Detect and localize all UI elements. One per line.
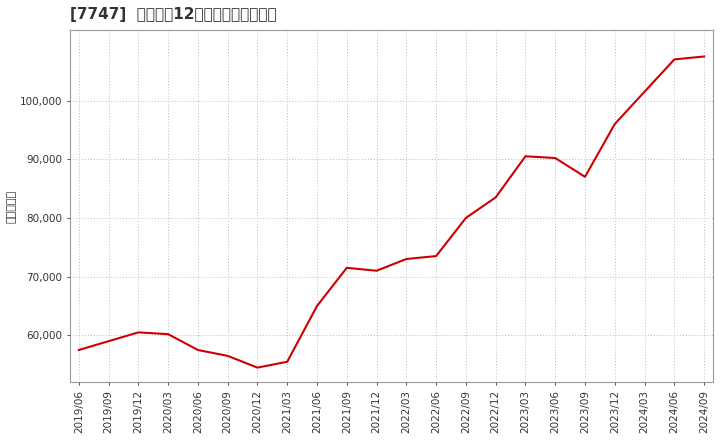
Text: [7747]  売上高の12か月移動合計の推移: [7747] 売上高の12か月移動合計の推移 xyxy=(70,7,276,22)
Y-axis label: （百万円）: （百万円） xyxy=(7,190,17,223)
